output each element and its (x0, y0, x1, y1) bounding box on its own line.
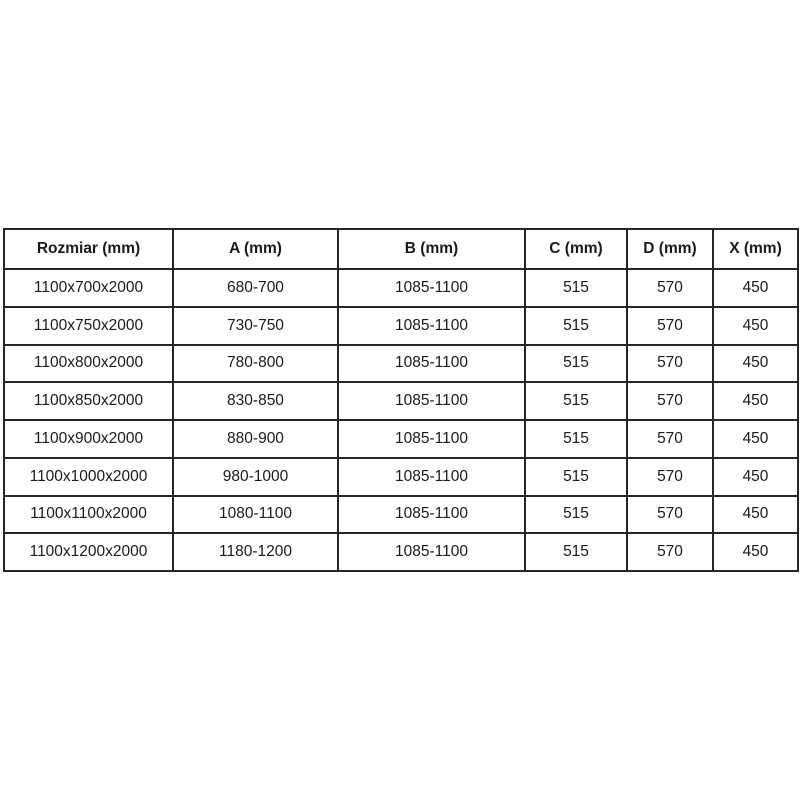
table-cell: 570 (626, 381, 714, 421)
table-cell: 570 (626, 268, 714, 308)
table-cell: 1100x1200x2000 (3, 532, 174, 572)
table-cell: 1100x750x2000 (3, 305, 174, 346)
table-row: 1100x800x2000 780-800 1085-1100 515 570 450 (3, 343, 799, 384)
column-header: X (mm) (712, 228, 799, 270)
table-cell: 1100x800x2000 (3, 343, 174, 384)
table-cell: 570 (626, 494, 714, 535)
column-header: C (mm) (524, 228, 628, 270)
table-cell: 450 (712, 305, 799, 346)
table-header: Rozmiar (mm) A (mm) B (mm) C (mm) D (mm) X (m… (3, 228, 799, 270)
table-cell: 1085-1100 (337, 456, 526, 497)
table-row: 1100x750x2000 730-750 1085-1100 515 570 450 (3, 305, 799, 346)
table-cell: 450 (712, 419, 799, 459)
table-row: 1100x1200x2000 1180-1200 1085-1100 515 570 45… (3, 532, 799, 572)
table-cell: 1100x1100x2000 (3, 494, 174, 535)
table-cell: 450 (712, 456, 799, 497)
table-cell: 1085-1100 (337, 532, 526, 572)
table-cell: 515 (524, 456, 628, 497)
table-cell: 450 (712, 494, 799, 535)
table-cell: 1085-1100 (337, 381, 526, 421)
table-cell: 1085-1100 (337, 343, 526, 384)
table-cell: 515 (524, 305, 628, 346)
table-cell: 1100x900x2000 (3, 419, 174, 459)
size-spec-table-wrap: Rozmiar (mm) A (mm) B (mm) C (mm) D (mm) X (m… (3, 228, 799, 572)
table-row: 1100x1000x2000 980-1000 1085-1100 515 570 450 (3, 456, 799, 497)
table-cell: 830-850 (172, 381, 339, 421)
table-cell: 515 (524, 381, 628, 421)
table-cell: 1100x700x2000 (3, 268, 174, 308)
table-cell: 1080-1100 (172, 494, 339, 535)
table-cell: 1100x1000x2000 (3, 456, 174, 497)
table-cell: 880-900 (172, 419, 339, 459)
table-row: 1100x700x2000 680-700 1085-1100 515 570 450 (3, 268, 799, 308)
table-cell: 515 (524, 268, 628, 308)
header-row: Rozmiar (mm) A (mm) B (mm) C (mm) D (mm) X (m… (3, 228, 799, 270)
table-cell: 680-700 (172, 268, 339, 308)
table-cell: 1180-1200 (172, 532, 339, 572)
table-cell: 1085-1100 (337, 419, 526, 459)
table-cell: 1100x850x2000 (3, 381, 174, 421)
table-cell: 570 (626, 419, 714, 459)
table-cell: 1085-1100 (337, 268, 526, 308)
table-cell: 515 (524, 419, 628, 459)
table-cell: 450 (712, 532, 799, 572)
table-cell: 450 (712, 381, 799, 421)
table-row: 1100x1100x2000 1080-1100 1085-1100 515 570 45… (3, 494, 799, 535)
table-cell: 515 (524, 532, 628, 572)
size-spec-table: Rozmiar (mm) A (mm) B (mm) C (mm) D (mm) X (m… (3, 228, 799, 572)
table-cell: 980-1000 (172, 456, 339, 497)
table-cell: 570 (626, 305, 714, 346)
table-cell: 780-800 (172, 343, 339, 384)
table-row: 1100x900x2000 880-900 1085-1100 515 570 450 (3, 419, 799, 459)
table-cell: 515 (524, 494, 628, 535)
column-header: B (mm) (337, 228, 526, 270)
table-cell: 570 (626, 343, 714, 384)
table-cell: 570 (626, 456, 714, 497)
table-body: 1100x700x2000 680-700 1085-1100 515 570 450 11… (3, 268, 799, 572)
column-header: A (mm) (172, 228, 339, 270)
table-cell: 450 (712, 268, 799, 308)
table-cell: 730-750 (172, 305, 339, 346)
table-cell: 1085-1100 (337, 494, 526, 535)
table-cell: 515 (524, 343, 628, 384)
table-cell: 570 (626, 532, 714, 572)
table-cell: 1085-1100 (337, 305, 526, 346)
column-header: Rozmiar (mm) (3, 228, 174, 270)
column-header: D (mm) (626, 228, 714, 270)
table-cell: 450 (712, 343, 799, 384)
table-row: 1100x850x2000 830-850 1085-1100 515 570 450 (3, 381, 799, 421)
